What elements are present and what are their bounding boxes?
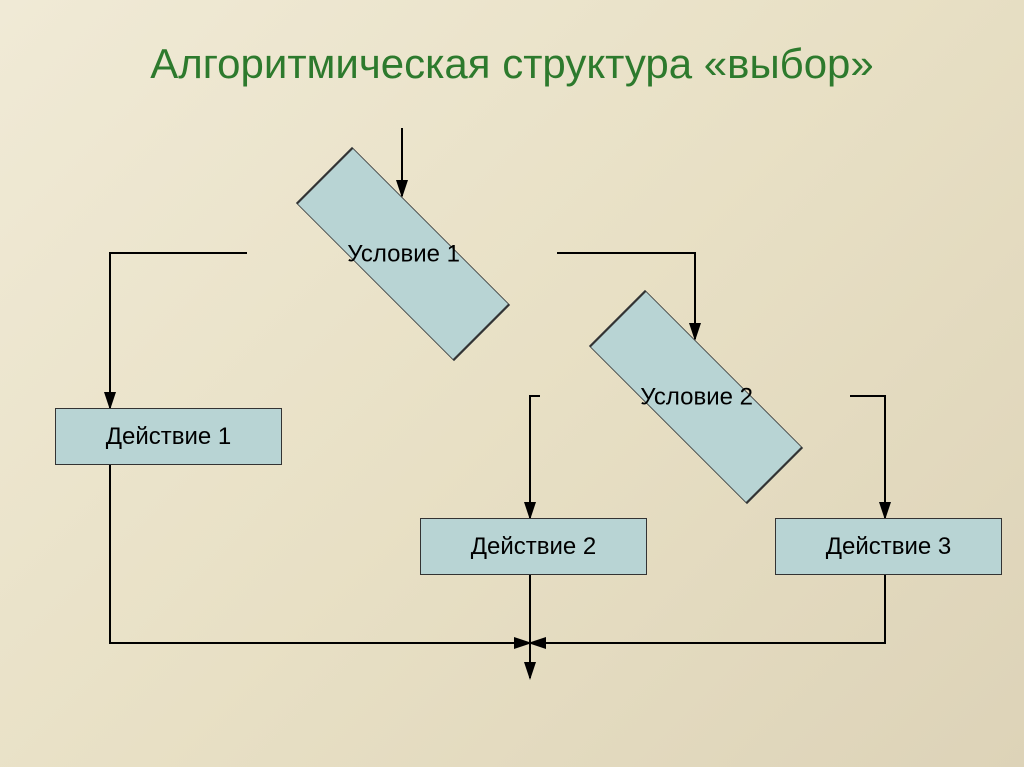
action-2-node: Действие 2 [420,518,647,575]
action-2-label: Действие 2 [471,533,597,561]
condition-2-node: Условие 2 [589,290,803,504]
page-title: Алгоритмическая структура «выбор» [0,0,1024,88]
action-3-label: Действие 3 [826,533,952,561]
action-3-node: Действие 3 [775,518,1002,575]
condition-2-label: Условие 2 [640,383,753,411]
action-1-label: Действие 1 [106,423,232,451]
action-1-node: Действие 1 [55,408,282,465]
condition-1-label: Условие 1 [347,240,460,268]
condition-1-node: Условие 1 [296,147,510,361]
flowchart-canvas: Условие 1 Условие 2 Действие 1 Действие … [0,88,1024,738]
